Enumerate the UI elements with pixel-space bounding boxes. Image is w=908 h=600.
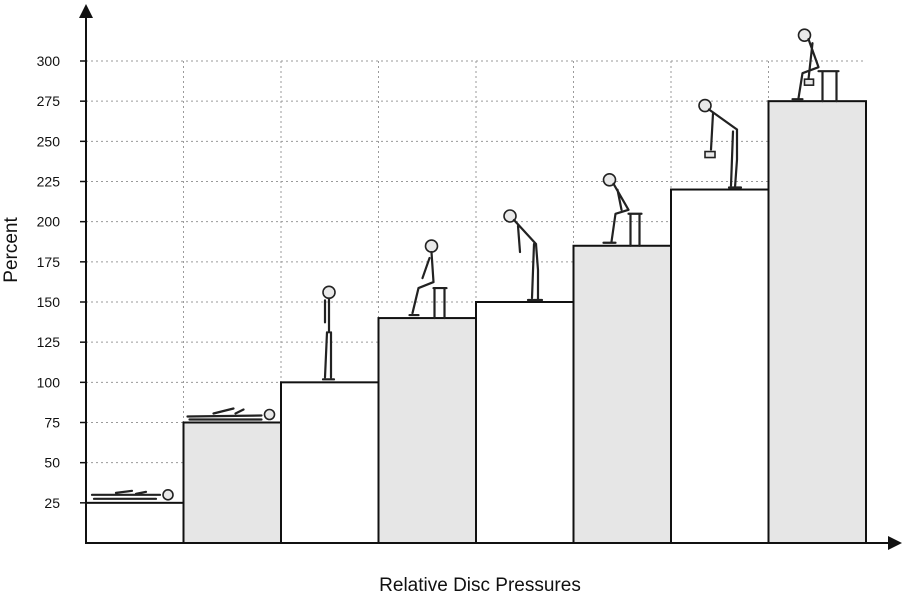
y-tick-label: 300 bbox=[37, 53, 61, 69]
y-tick-label: 250 bbox=[37, 133, 61, 149]
sitting-lifting-person-icon bbox=[791, 28, 840, 103]
bar-2 bbox=[182, 421, 282, 544]
standing-bent-person-icon bbox=[503, 209, 544, 302]
posture-figures bbox=[90, 28, 840, 501]
y-tick-label: 200 bbox=[37, 214, 61, 230]
x-axis-title: Relative Disc Pressures bbox=[379, 575, 581, 596]
y-tick-label: 75 bbox=[44, 415, 60, 431]
y-tick-label: 175 bbox=[37, 254, 61, 270]
bar-5 bbox=[475, 301, 575, 544]
axes bbox=[79, 4, 902, 550]
y-tick-label: 25 bbox=[44, 495, 60, 511]
bar-6 bbox=[572, 244, 672, 544]
y-tick-labels: 25 50 75 100 125 150 175 200 225 250 275 300 bbox=[37, 53, 86, 511]
x-axis-arrow-icon bbox=[888, 536, 902, 550]
bar-1 bbox=[85, 501, 185, 545]
bar-8 bbox=[767, 100, 867, 545]
sitting-bent-person-icon bbox=[602, 172, 643, 247]
lying-side-person-icon bbox=[186, 407, 276, 421]
lifting-weights-person-icon bbox=[698, 98, 743, 189]
y-tick-label: 275 bbox=[37, 93, 61, 109]
y-tick-label: 125 bbox=[37, 334, 61, 350]
y-tick-label: 50 bbox=[44, 455, 60, 471]
standing-person-icon bbox=[321, 285, 336, 381]
y-tick-label: 225 bbox=[37, 174, 61, 190]
bar-7 bbox=[670, 188, 770, 545]
bars bbox=[85, 100, 867, 545]
bar-4 bbox=[377, 317, 477, 545]
lying-supine-person-icon bbox=[90, 489, 174, 501]
y-tick-label: 150 bbox=[37, 294, 61, 310]
y-axis-arrow-icon bbox=[79, 4, 93, 18]
y-axis-title: Percent bbox=[1, 217, 22, 283]
sitting-person-icon bbox=[408, 239, 448, 320]
bar-3 bbox=[280, 381, 380, 545]
y-tick-label: 100 bbox=[37, 374, 61, 390]
